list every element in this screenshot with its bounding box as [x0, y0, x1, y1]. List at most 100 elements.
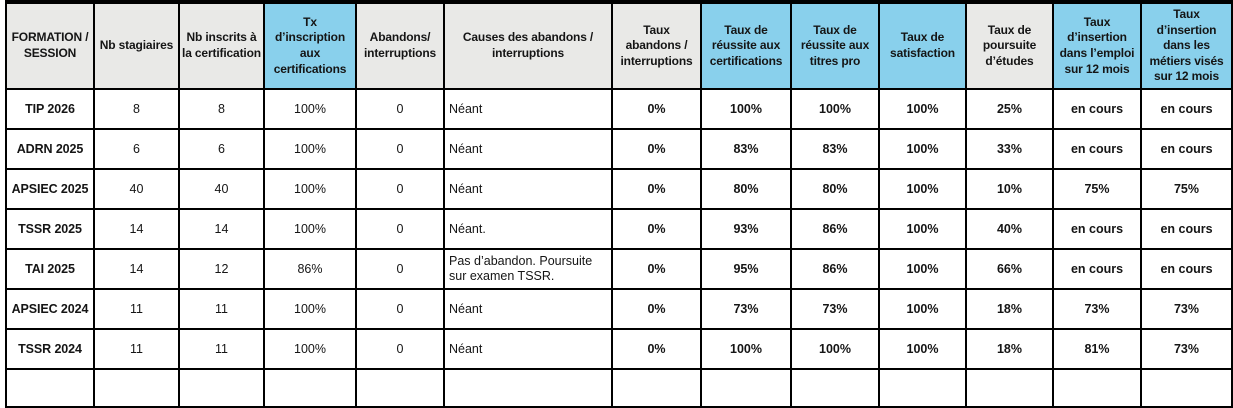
- data-cell[interactable]: 14: [93, 248, 180, 290]
- column-header[interactable]: Taux de satisfaction: [878, 2, 967, 90]
- data-cell[interactable]: 10%: [965, 168, 1054, 210]
- data-cell[interactable]: 100%: [790, 328, 880, 370]
- data-cell[interactable]: 11: [93, 288, 180, 330]
- data-cell[interactable]: en cours: [1140, 208, 1233, 250]
- data-cell[interactable]: 6: [178, 128, 265, 170]
- data-cell[interactable]: 8: [178, 88, 265, 130]
- data-cell[interactable]: 11: [178, 288, 265, 330]
- data-cell[interactable]: Néant: [443, 128, 613, 170]
- row-label[interactable]: TAI 2025: [5, 248, 95, 290]
- data-cell[interactable]: 73%: [1052, 288, 1142, 330]
- data-cell[interactable]: Pas d’abandon. Poursuite sur examen TSSR…: [443, 248, 613, 290]
- data-cell[interactable]: 100%: [700, 328, 792, 370]
- row-label[interactable]: APSIEC 2024: [5, 288, 95, 330]
- data-cell[interactable]: en cours: [1140, 248, 1233, 290]
- data-cell[interactable]: 66%: [965, 248, 1054, 290]
- data-cell[interactable]: Néant: [443, 288, 613, 330]
- data-cell[interactable]: 100%: [878, 328, 967, 370]
- column-header[interactable]: Abandons/ interruptions: [355, 2, 445, 90]
- data-cell[interactable]: 40: [93, 168, 180, 210]
- data-cell[interactable]: 33%: [965, 128, 1054, 170]
- data-cell[interactable]: 83%: [790, 128, 880, 170]
- data-cell[interactable]: 100%: [790, 88, 880, 130]
- data-cell[interactable]: 100%: [878, 208, 967, 250]
- column-header[interactable]: Taux de réussite aux certifications: [700, 2, 792, 90]
- row-label[interactable]: ADRN 2025: [5, 128, 95, 170]
- data-cell[interactable]: 0%: [611, 168, 702, 210]
- data-cell[interactable]: 12: [178, 248, 265, 290]
- data-cell[interactable]: 100%: [263, 128, 357, 170]
- data-cell[interactable]: 14: [93, 208, 180, 250]
- data-cell[interactable]: 100%: [878, 248, 967, 290]
- data-cell[interactable]: 0%: [611, 88, 702, 130]
- data-cell[interactable]: 86%: [790, 248, 880, 290]
- data-cell[interactable]: 95%: [700, 248, 792, 290]
- data-cell[interactable]: 0%: [611, 328, 702, 370]
- column-header[interactable]: Nb inscrits à la certification: [178, 2, 265, 90]
- data-cell[interactable]: 75%: [1052, 168, 1142, 210]
- data-cell[interactable]: 40: [178, 168, 265, 210]
- data-cell[interactable]: en cours: [1052, 208, 1142, 250]
- data-cell[interactable]: 83%: [700, 128, 792, 170]
- column-header[interactable]: Taux de réussite aux titres pro: [790, 2, 880, 90]
- data-cell[interactable]: 8: [93, 88, 180, 130]
- data-cell[interactable]: 11: [93, 328, 180, 370]
- data-cell[interactable]: Néant: [443, 168, 613, 210]
- row-label[interactable]: TIP 2026: [5, 88, 95, 130]
- data-cell[interactable]: en cours: [1052, 88, 1142, 130]
- data-cell[interactable]: en cours: [1140, 88, 1233, 130]
- data-cell[interactable]: 73%: [700, 288, 792, 330]
- data-cell[interactable]: 100%: [700, 88, 792, 130]
- data-cell[interactable]: 0: [355, 88, 445, 130]
- data-cell[interactable]: 0%: [611, 248, 702, 290]
- column-header[interactable]: Causes des abandons / interruptions: [443, 2, 613, 90]
- data-cell[interactable]: 0%: [611, 288, 702, 330]
- data-cell[interactable]: 93%: [700, 208, 792, 250]
- data-cell[interactable]: 73%: [1140, 288, 1233, 330]
- data-cell[interactable]: 25%: [965, 88, 1054, 130]
- column-header[interactable]: Nb stagiaires: [93, 2, 180, 90]
- data-cell[interactable]: 80%: [700, 168, 792, 210]
- data-cell[interactable]: 75%: [1140, 168, 1233, 210]
- column-header[interactable]: FORMATION / SESSION: [5, 2, 95, 90]
- data-cell[interactable]: 14: [178, 208, 265, 250]
- data-cell[interactable]: 0: [355, 288, 445, 330]
- data-cell[interactable]: 0: [355, 248, 445, 290]
- column-header[interactable]: Taux d’insertion dans les métiers visés …: [1140, 2, 1233, 90]
- data-cell[interactable]: 18%: [965, 328, 1054, 370]
- data-cell[interactable]: 100%: [263, 88, 357, 130]
- data-cell[interactable]: 100%: [878, 288, 967, 330]
- row-label[interactable]: APSIEC 2025: [5, 168, 95, 210]
- data-cell[interactable]: 100%: [878, 128, 967, 170]
- column-header[interactable]: Taux de poursuite d’études: [965, 2, 1054, 90]
- data-cell[interactable]: 0: [355, 208, 445, 250]
- data-cell[interactable]: 0%: [611, 208, 702, 250]
- data-cell[interactable]: Néant: [443, 328, 613, 370]
- column-header[interactable]: Tx d’inscription aux certifications: [263, 2, 357, 90]
- data-cell[interactable]: 0: [355, 168, 445, 210]
- data-cell[interactable]: 0: [355, 328, 445, 370]
- data-cell[interactable]: 100%: [878, 88, 967, 130]
- data-cell[interactable]: 86%: [263, 248, 357, 290]
- data-cell[interactable]: 100%: [263, 168, 357, 210]
- data-cell[interactable]: 18%: [965, 288, 1054, 330]
- data-cell[interactable]: 100%: [263, 208, 357, 250]
- data-cell[interactable]: Néant: [443, 88, 613, 130]
- data-cell[interactable]: 0: [355, 128, 445, 170]
- data-cell[interactable]: en cours: [1052, 128, 1142, 170]
- data-cell[interactable]: 73%: [790, 288, 880, 330]
- row-label[interactable]: TSSR 2024: [5, 328, 95, 370]
- data-cell[interactable]: 100%: [263, 288, 357, 330]
- data-cell[interactable]: 11: [178, 328, 265, 370]
- data-cell[interactable]: 81%: [1052, 328, 1142, 370]
- data-cell[interactable]: 80%: [790, 168, 880, 210]
- data-cell[interactable]: 100%: [878, 168, 967, 210]
- data-cell[interactable]: 40%: [965, 208, 1054, 250]
- data-cell[interactable]: en cours: [1052, 248, 1142, 290]
- data-cell[interactable]: 86%: [790, 208, 880, 250]
- data-cell[interactable]: Néant.: [443, 208, 613, 250]
- column-header[interactable]: Taux d’insertion dans l’emploi sur 12 mo…: [1052, 2, 1142, 90]
- row-label[interactable]: TSSR 2025: [5, 208, 95, 250]
- data-cell[interactable]: 100%: [263, 328, 357, 370]
- data-cell[interactable]: 0%: [611, 128, 702, 170]
